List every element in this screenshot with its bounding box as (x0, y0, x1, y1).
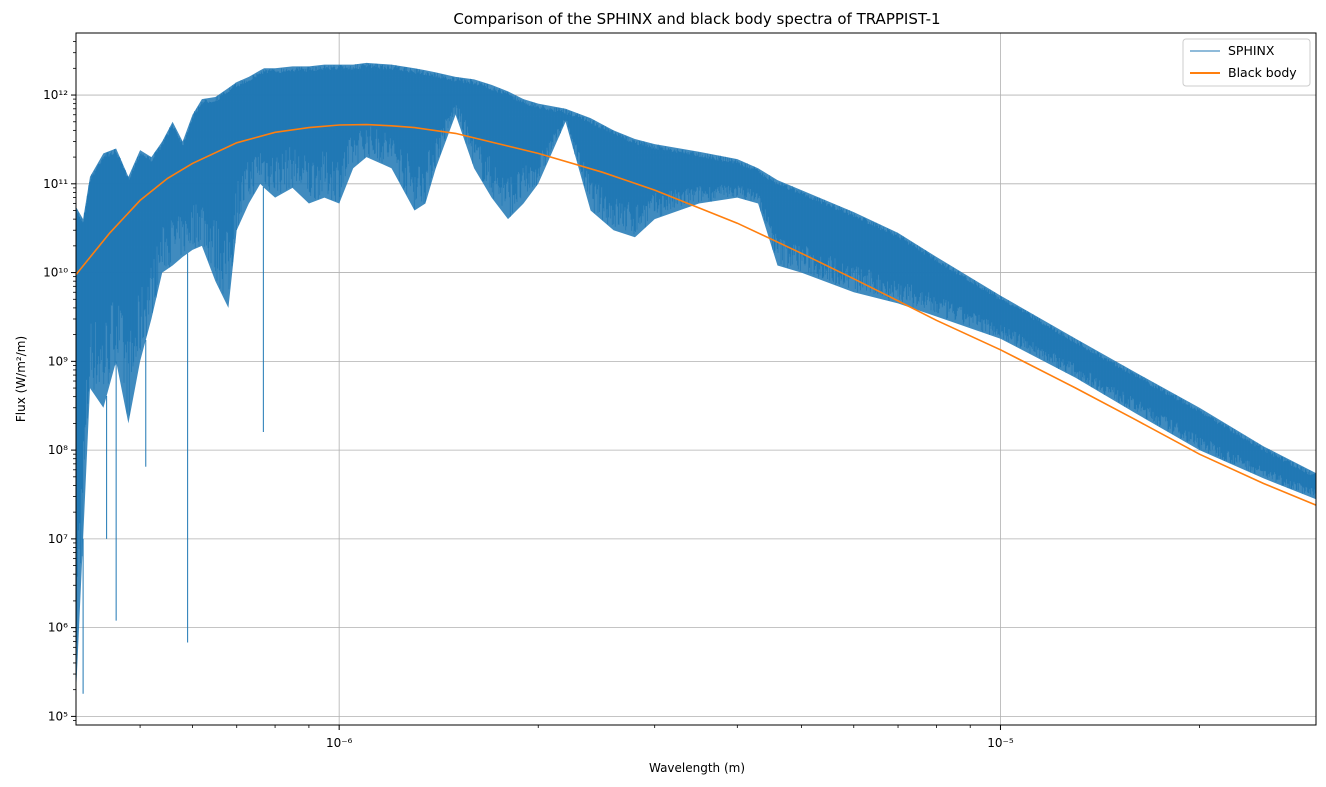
x-tick-label: 10⁻⁶ (326, 736, 353, 750)
y-tick-label: 10⁹ (48, 354, 68, 368)
x-tick-label: 10⁻⁵ (987, 736, 1014, 750)
series-black-body (75, 123, 1317, 506)
x-axis-label: Wavelength (m) (649, 761, 745, 775)
series-sphinx (75, 63, 1317, 643)
y-tick-label: 10¹⁰ (43, 266, 68, 280)
axis-ticks: 10⁻⁶ 10⁻⁵ 10⁵ 10⁶ 10⁷ 10⁸ 10⁹ 10¹⁰ 10¹¹ 10¹² (43, 88, 1014, 750)
y-tick-label: 10⁶ (48, 621, 68, 635)
y-tick-label: 10⁸ (48, 443, 68, 457)
y-tick-label: 10¹² (43, 88, 68, 102)
y-axis-label: Flux (W/m²/m) (14, 336, 28, 422)
y-tick-label: 10⁷ (48, 532, 68, 546)
legend-label-sphinx: SPHINX (1228, 43, 1275, 58)
legend-label-black-body: Black body (1228, 65, 1297, 80)
legend: SPHINX Black body (1182, 38, 1311, 87)
axes-frame (75, 32, 1317, 726)
chart-title: Comparison of the SPHINX and black body … (453, 10, 940, 28)
y-tick-label: 10¹¹ (43, 177, 68, 191)
y-tick-label: 10⁵ (48, 709, 68, 723)
plot-area (75, 62, 1317, 694)
